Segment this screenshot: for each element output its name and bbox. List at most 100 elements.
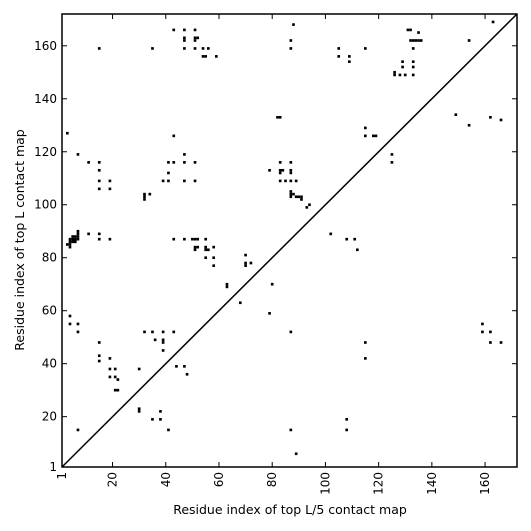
contact-point: [348, 55, 351, 58]
contact-point: [371, 134, 375, 138]
contact-point: [97, 359, 101, 363]
contact-point: [97, 47, 101, 50]
contact-point: [481, 330, 484, 334]
contact-point: [108, 179, 112, 183]
contact-point: [193, 237, 197, 241]
contact-point: [276, 115, 279, 119]
contact-point: [467, 39, 471, 42]
contact-point: [113, 375, 117, 379]
contact-point: [393, 70, 396, 74]
contact-point: [364, 357, 367, 360]
contact-point: [238, 301, 242, 305]
contact-point: [345, 237, 349, 241]
contact-point: [76, 235, 80, 238]
contact-point: [68, 240, 72, 244]
contact-point: [65, 243, 69, 246]
contact-point: [183, 153, 186, 156]
y-tick-label: 40: [42, 357, 57, 371]
contact-point: [161, 330, 165, 334]
contact-point: [337, 47, 341, 50]
contact-point: [172, 134, 176, 138]
contact-point: [499, 341, 503, 344]
contact-point: [278, 171, 282, 175]
contact-point: [454, 113, 458, 116]
contact-point: [151, 417, 154, 421]
contact-point: [183, 28, 186, 32]
contact-point: [201, 47, 205, 50]
contact-point: [172, 161, 176, 164]
contact-point: [97, 187, 101, 191]
contact-point: [409, 28, 412, 32]
contact-point: [196, 245, 200, 249]
contact-point: [345, 417, 349, 421]
contact-point: [329, 232, 333, 236]
contact-point: [183, 36, 186, 40]
contact-point: [411, 73, 415, 77]
contact-point: [172, 330, 176, 334]
contact-point: [244, 264, 247, 267]
contact-point: [300, 195, 303, 199]
contact-point: [97, 179, 101, 183]
contact-point: [409, 39, 412, 42]
y-axis-label: Residue index of top L contact map: [12, 129, 27, 350]
contact-point: [204, 245, 208, 249]
contact-point: [337, 55, 341, 58]
contact-point: [204, 237, 208, 241]
contact-point: [305, 206, 309, 209]
y-tick-label: 140: [34, 92, 57, 106]
contact-point: [183, 39, 186, 42]
contact-point: [161, 179, 165, 183]
contact-point: [193, 245, 197, 249]
contact-point: [159, 417, 162, 421]
x-tick-label: 100: [318, 472, 332, 495]
contact-point: [193, 179, 197, 183]
contact-point: [345, 428, 349, 432]
axis-ticks: 1 20 40 60 80 100 120 140 1601204060801001201401…: [34, 14, 517, 495]
contact-point: [212, 256, 215, 260]
contact-point: [172, 28, 176, 32]
contact-point: [289, 179, 293, 183]
contact-point: [225, 282, 229, 286]
contact-point: [212, 264, 215, 267]
contact-point: [292, 23, 295, 26]
contact-point: [71, 240, 74, 244]
contact-point: [419, 39, 423, 42]
contact-point: [491, 20, 495, 24]
contact-point: [108, 375, 112, 379]
contact-point: [76, 232, 80, 236]
contact-point: [411, 65, 415, 69]
contact-point: [278, 161, 282, 164]
contact-point: [289, 428, 293, 432]
contact-points: [65, 20, 503, 456]
contact-point: [137, 410, 141, 413]
x-tick-label: 120: [372, 472, 386, 495]
contact-point: [183, 47, 186, 50]
contact-point: [68, 237, 72, 241]
contact-point: [401, 60, 404, 64]
contact-point: [244, 261, 247, 265]
y-tick-label: 20: [42, 410, 57, 424]
contact-point: [406, 28, 410, 32]
contact-point: [411, 47, 415, 50]
contact-point: [348, 60, 351, 64]
contact-point: [212, 245, 215, 249]
contact-point: [73, 237, 77, 241]
x-axis-label: Residue index of top L/5 contact map: [173, 502, 407, 517]
contact-point: [97, 168, 101, 172]
contact-point: [76, 322, 80, 326]
contact-point: [73, 235, 77, 238]
contact-point: [193, 28, 197, 32]
contact-point: [71, 235, 74, 238]
contact-point: [289, 168, 293, 172]
x-tick-label: 20: [106, 472, 120, 487]
y-tick-label: 120: [34, 145, 57, 159]
contact-point: [159, 410, 162, 413]
contact-point: [204, 55, 208, 58]
contact-point: [68, 314, 72, 318]
contact-point: [76, 153, 80, 156]
contact-point: [196, 36, 200, 40]
contact-point: [65, 131, 69, 135]
y-tick-label: 60: [42, 304, 57, 318]
contact-point: [289, 190, 293, 193]
contact-point: [116, 388, 120, 392]
